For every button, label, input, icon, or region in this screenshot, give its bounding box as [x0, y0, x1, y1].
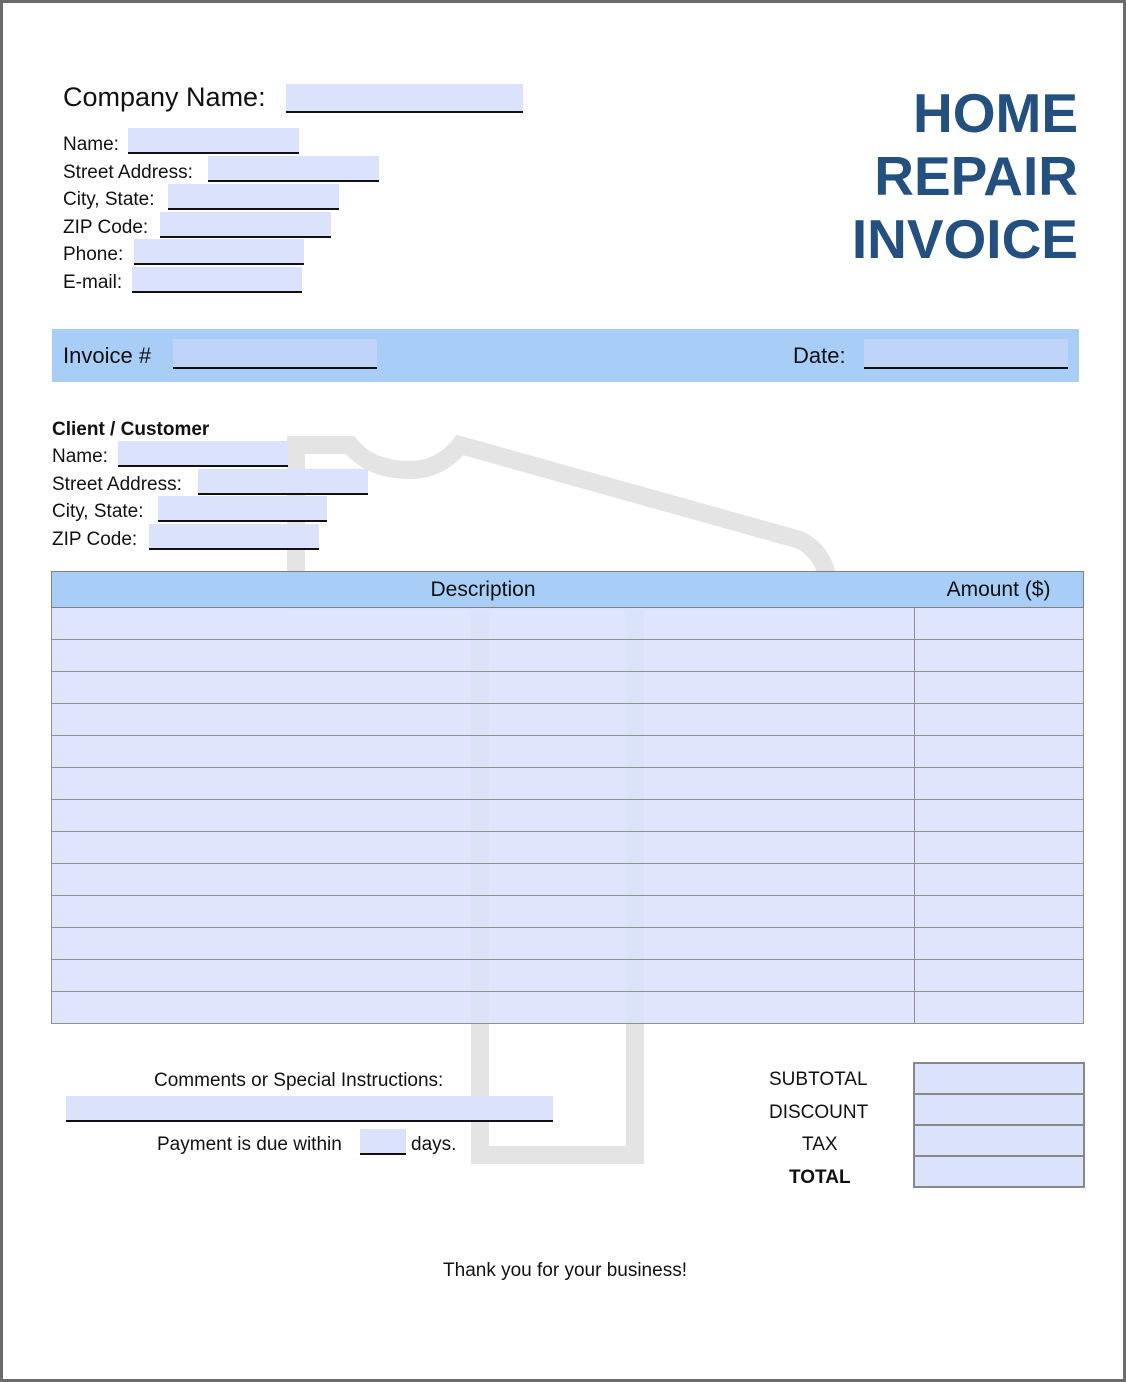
title-line: HOME — [913, 82, 1078, 144]
street-field[interactable] — [208, 156, 379, 182]
description-cell[interactable] — [51, 895, 915, 928]
payment-days-field[interactable] — [360, 1129, 406, 1155]
date-label: Date: — [793, 343, 846, 368]
amount-header: Amount ($) — [914, 571, 1084, 608]
description-cell[interactable] — [51, 799, 915, 832]
amount-cell[interactable] — [913, 991, 1084, 1024]
client-street-field[interactable] — [198, 469, 368, 495]
date-field[interactable] — [864, 339, 1068, 369]
table-row — [51, 927, 1084, 960]
thank-you-text: Thank you for your business! — [443, 1260, 687, 1281]
invoice-bar: Invoice # Date: — [52, 329, 1079, 382]
description-cell[interactable] — [51, 863, 915, 896]
client-heading: Client / Customer — [52, 419, 210, 440]
tax-label: TAX — [802, 1134, 838, 1155]
amount-cell[interactable] — [913, 607, 1084, 640]
table-row — [51, 799, 1084, 832]
totals-table — [913, 1062, 1085, 1188]
amount-cell[interactable] — [913, 735, 1084, 768]
payment-suffix: days. — [411, 1134, 457, 1155]
description-cell[interactable] — [51, 735, 915, 768]
description-cell[interactable] — [51, 671, 915, 704]
name-label: Name: — [63, 134, 119, 155]
client-zip-label: ZIP Code: — [52, 529, 138, 550]
amount-cell[interactable] — [913, 703, 1084, 736]
description-cell[interactable] — [51, 703, 915, 736]
zip-field[interactable] — [160, 212, 331, 238]
amount-cell[interactable] — [913, 959, 1084, 992]
amount-cell[interactable] — [913, 639, 1084, 672]
comments-label: Comments or Special Instructions: — [154, 1070, 444, 1091]
table-row — [51, 959, 1084, 992]
discount-label: DISCOUNT — [769, 1102, 869, 1123]
invoice-number-label: Invoice # — [63, 343, 152, 368]
amount-cell[interactable] — [913, 927, 1084, 960]
description-cell[interactable] — [51, 831, 915, 864]
description-cell[interactable] — [51, 767, 915, 800]
line-items-table: Description Amount ($) — [51, 571, 1084, 1024]
table-row — [51, 703, 1084, 736]
total-field[interactable] — [913, 1155, 1085, 1188]
table-row — [51, 671, 1084, 704]
phone-label: Phone: — [63, 244, 124, 265]
description-cell[interactable] — [51, 639, 915, 672]
city-label: City, State: — [63, 189, 155, 210]
amount-cell[interactable] — [913, 863, 1084, 896]
total-label: TOTAL — [789, 1167, 851, 1188]
email-label: E-mail: — [63, 272, 123, 293]
street-label: Street Address: — [63, 162, 193, 183]
description-cell[interactable] — [51, 959, 915, 992]
title-line: REPAIR — [874, 145, 1078, 207]
payment-prefix: Payment is due within — [157, 1134, 342, 1155]
tax-field[interactable] — [913, 1124, 1085, 1157]
amount-cell[interactable] — [913, 671, 1084, 704]
client-city-label: City, State: — [52, 501, 144, 522]
description-cell[interactable] — [51, 607, 915, 640]
table-row — [51, 639, 1084, 672]
amount-cell[interactable] — [913, 831, 1084, 864]
table-row — [51, 863, 1084, 896]
document-title: HOME REPAIR INVOICE — [852, 82, 1078, 271]
table-row — [51, 895, 1084, 928]
comments-field[interactable] — [66, 1096, 553, 1122]
amount-cell[interactable] — [913, 767, 1084, 800]
table-row — [51, 607, 1084, 640]
title-line: INVOICE — [851, 208, 1078, 270]
description-cell[interactable] — [51, 927, 915, 960]
amount-cell[interactable] — [913, 799, 1084, 832]
subtotal-field[interactable] — [913, 1062, 1085, 1095]
subtotal-label: SUBTOTAL — [769, 1069, 868, 1090]
table-row — [51, 767, 1084, 800]
amount-cell[interactable] — [913, 895, 1084, 928]
client-name-label: Name: — [52, 446, 108, 467]
client-name-field[interactable] — [118, 441, 288, 467]
invoice-number-field[interactable] — [173, 339, 377, 369]
phone-field[interactable] — [134, 239, 304, 265]
description-cell[interactable] — [51, 991, 915, 1024]
table-row — [51, 991, 1084, 1024]
description-header: Description — [51, 571, 914, 608]
company-name-label: Company Name: — [63, 82, 266, 112]
client-street-label: Street Address: — [52, 474, 182, 495]
table-row — [51, 831, 1084, 864]
table-row — [51, 735, 1084, 768]
zip-label: ZIP Code: — [63, 217, 149, 238]
email-field[interactable] — [132, 267, 302, 293]
client-zip-field[interactable] — [149, 524, 319, 550]
name-field[interactable] — [128, 128, 299, 154]
client-city-field[interactable] — [158, 496, 327, 522]
company-name-field[interactable] — [286, 84, 523, 113]
discount-field[interactable] — [913, 1093, 1085, 1126]
city-field[interactable] — [168, 184, 339, 210]
